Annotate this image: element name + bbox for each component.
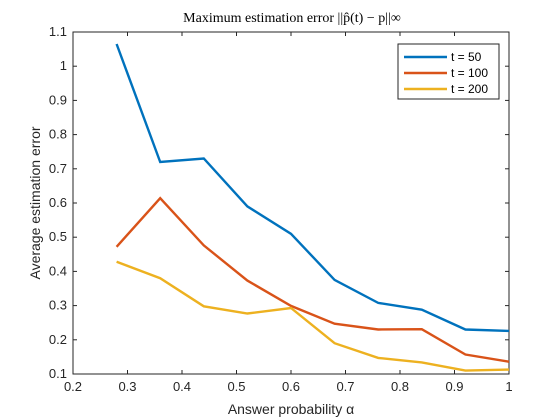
y-tick-label: 0.7 bbox=[49, 161, 67, 176]
series-line-t-200 bbox=[116, 260, 510, 372]
y-tick-label: 0.8 bbox=[49, 127, 67, 142]
y-tick-label: 1 bbox=[60, 58, 67, 73]
y-axis: 0.1 0.2 0.3 0.4 0.5 0.6 0.7 0.8 0.9 1 1.1 bbox=[49, 24, 509, 381]
y-tick-label: 0.4 bbox=[49, 263, 67, 278]
y-tick-label: 0.9 bbox=[49, 92, 67, 107]
y-tick-label: 0.2 bbox=[49, 332, 67, 347]
legend-label: t = 50 bbox=[451, 50, 482, 64]
chart-title: Maximum estimation error ||p̂(t) − p||∞ bbox=[183, 11, 401, 26]
x-tick-label: 0.9 bbox=[445, 379, 463, 394]
series-line-t-50 bbox=[115, 43, 510, 333]
legend-label: t = 200 bbox=[451, 82, 488, 96]
y-axis-label: Average estimation error bbox=[27, 126, 43, 279]
x-tick-label: 0.8 bbox=[391, 379, 409, 394]
series-line-t-100 bbox=[115, 196, 510, 363]
x-tick-label: 0.5 bbox=[227, 379, 245, 394]
y-tick-label: 0.3 bbox=[49, 298, 67, 313]
x-tick-label: 0.6 bbox=[282, 379, 300, 394]
x-tick-label: 0.2 bbox=[64, 379, 82, 394]
x-tick-label: 0.4 bbox=[173, 379, 191, 394]
y-tick-label: 1.1 bbox=[49, 24, 67, 39]
x-tick-label: 0.3 bbox=[118, 379, 136, 394]
legend: t = 50 t = 100 t = 200 bbox=[397, 43, 500, 100]
y-tick-label: 0.1 bbox=[49, 366, 67, 381]
x-axis-label: Answer probability α bbox=[228, 401, 354, 417]
series-lines bbox=[115, 43, 510, 372]
x-tick-label: 1 bbox=[505, 379, 512, 394]
y-tick-label: 0.5 bbox=[49, 229, 67, 244]
legend-label: t = 100 bbox=[451, 66, 488, 80]
x-axis: 0.2 0.3 0.4 0.5 0.6 0.7 0.8 0.9 1 bbox=[64, 32, 513, 394]
x-tick-label: 0.7 bbox=[336, 379, 354, 394]
y-tick-label: 0.6 bbox=[49, 195, 67, 210]
